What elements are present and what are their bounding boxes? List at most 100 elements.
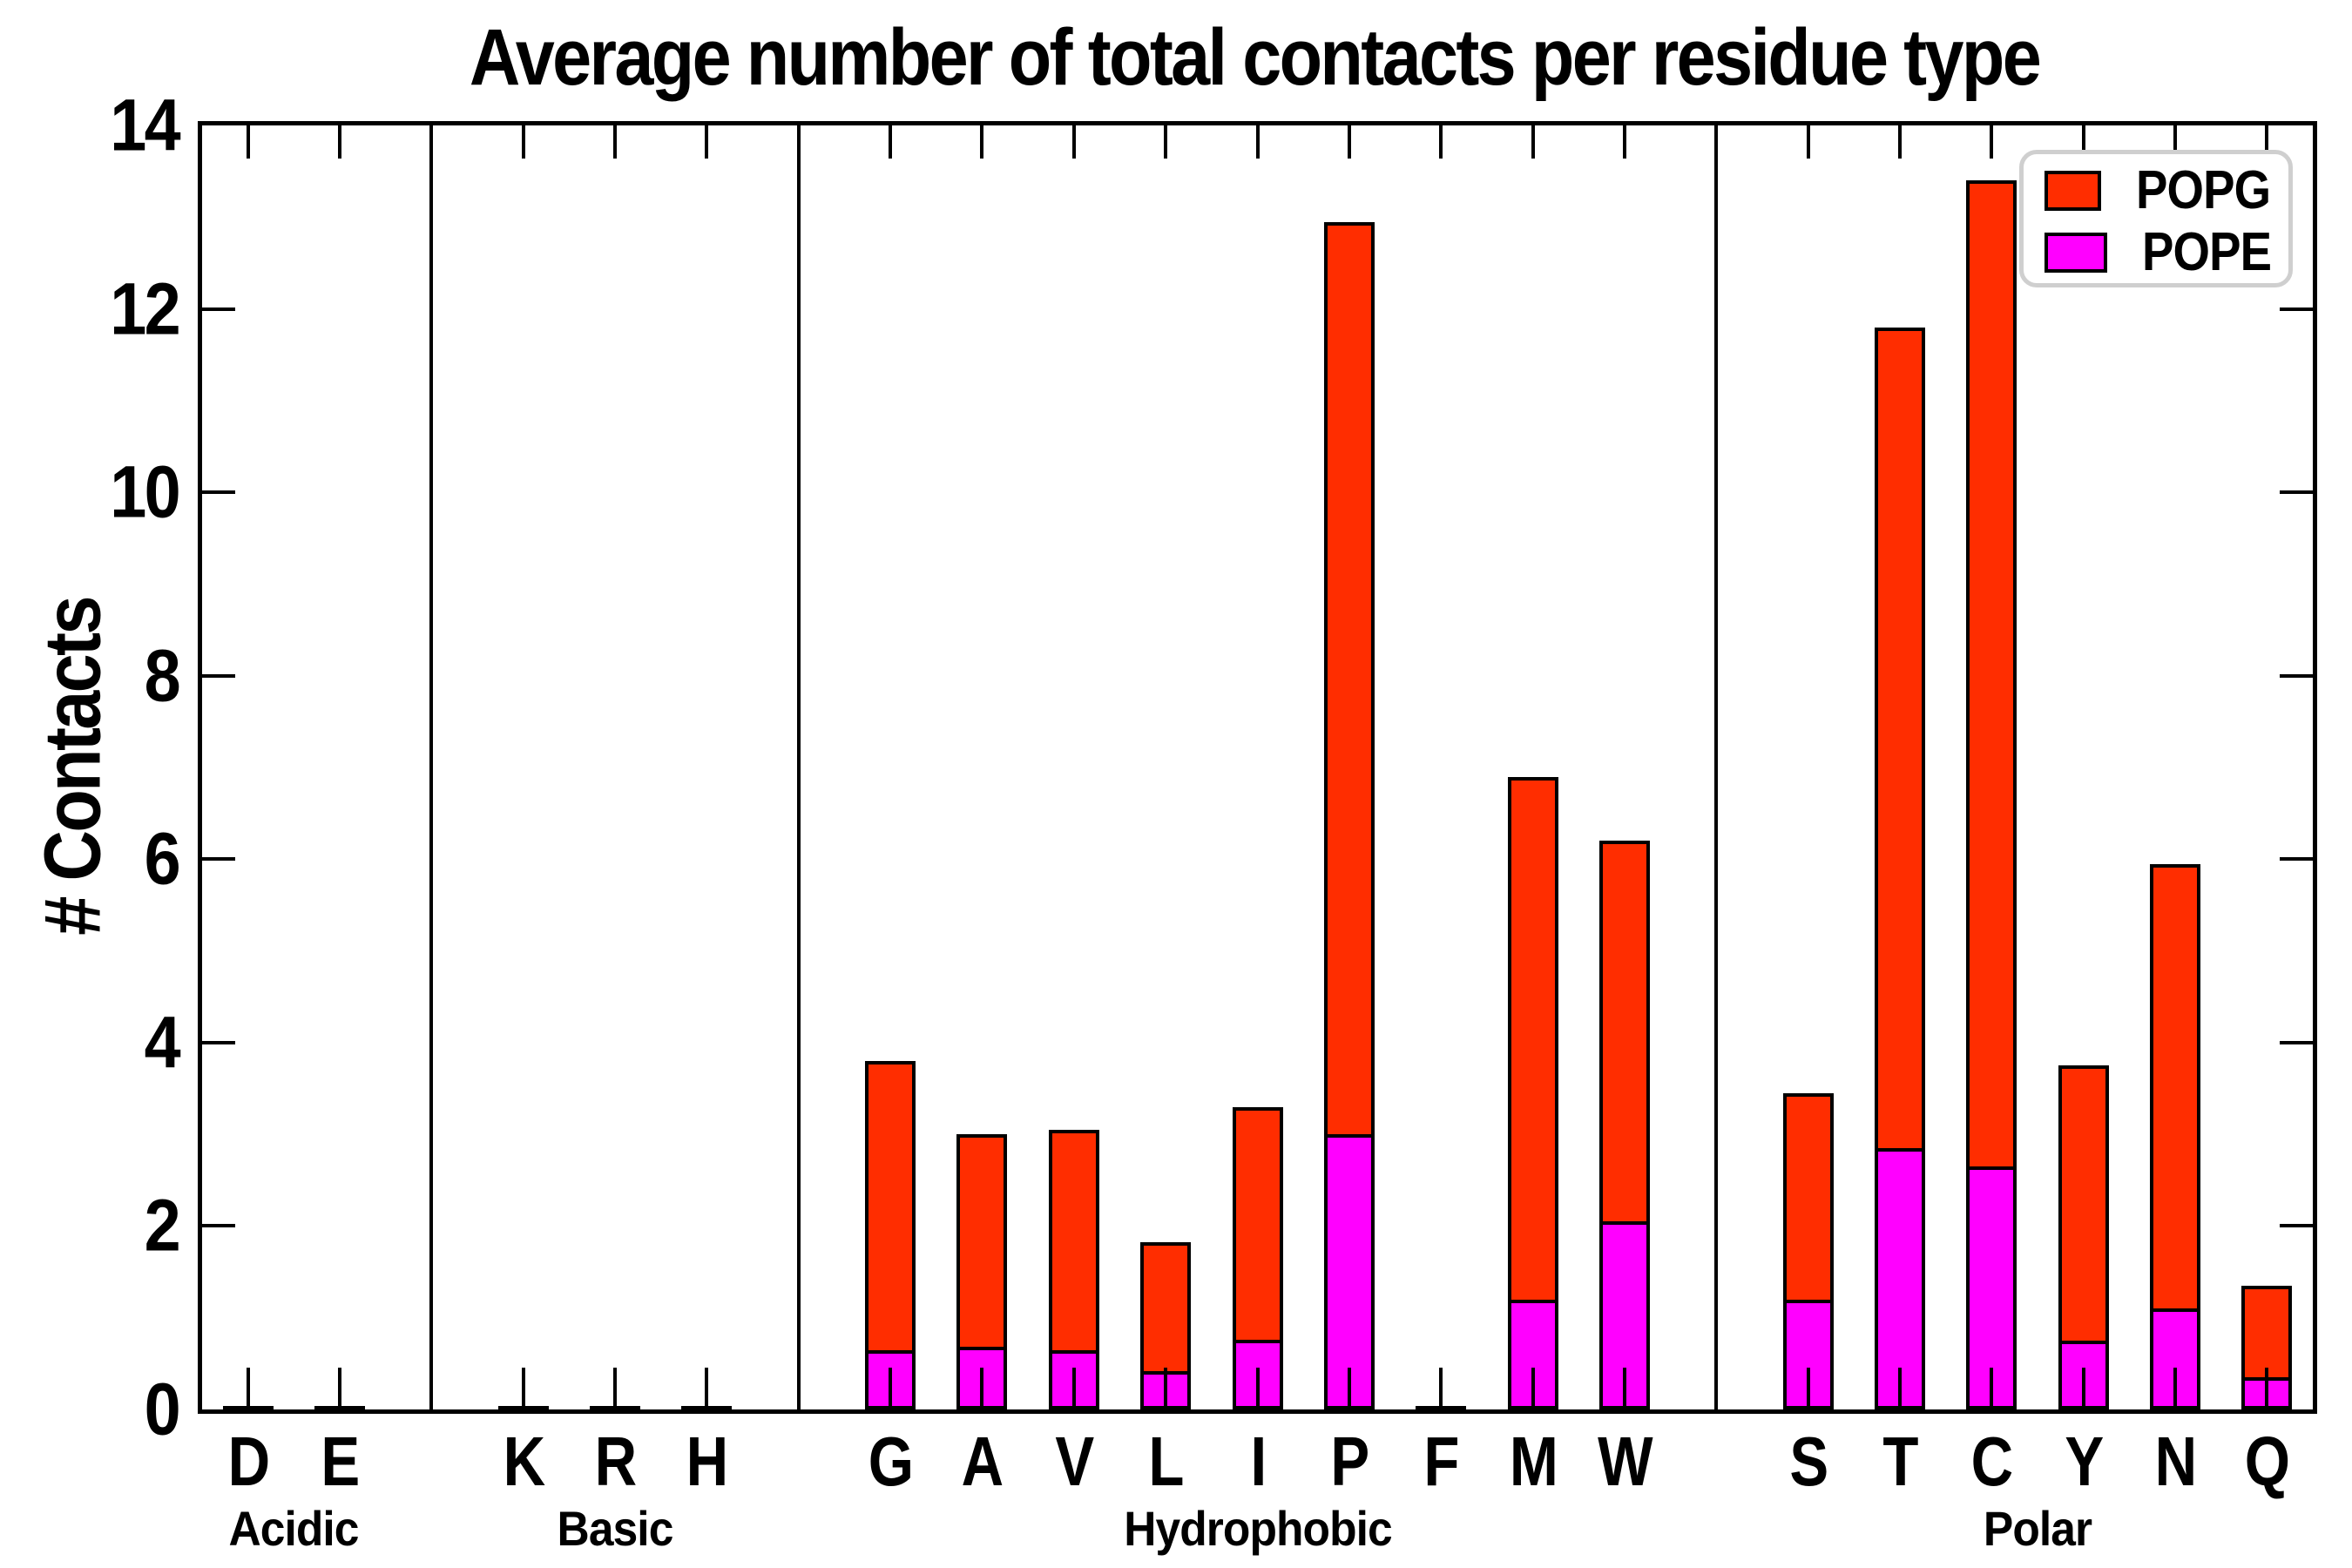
y-tick-right [2280,1224,2313,1228]
legend-swatch-pope [2044,232,2107,273]
x-tick-top [889,125,893,159]
x-tick-top [2173,125,2177,159]
x-tick [1806,1368,1810,1409]
x-tick [1071,1368,1076,1409]
y-tick-label: 12 [110,267,180,350]
x-tick [1439,1368,1443,1409]
residue-label-R: R [594,1423,638,1500]
x-tick [246,1368,250,1409]
x-tick [1347,1368,1351,1409]
y-tick-label: 8 [144,634,181,717]
residue-label-D: D [227,1423,270,1500]
bar-segment-pope-N [2149,1308,2200,1409]
y-tick-right [2280,857,2313,862]
y-tick-right [2280,1040,2313,1044]
x-tick-top [1622,125,1626,159]
y-tick [202,673,235,678]
group-label-hydrophobic: Hydrophobic [1123,1501,1393,1556]
residue-label-C: C [1970,1423,2014,1500]
x-tick [2265,1368,2269,1409]
x-tick-top [521,125,525,159]
group-label-basic: Basic [557,1501,674,1556]
x-tick-top [1071,125,1076,159]
residue-label-H: H [686,1423,729,1500]
legend-label-pope: POPE [2141,222,2272,282]
y-tick-right [2280,490,2313,495]
bar-segment-pope-C [1966,1166,2017,1409]
bar-segment-popg-P [1323,221,1375,1135]
bar-segment-popg-L [1140,1242,1192,1371]
group-separator [796,125,801,1409]
bar-segment-popg-I [1232,1106,1283,1340]
residue-label-Q: Q [2245,1423,2290,1500]
residue-label-P: P [1330,1423,1369,1500]
residue-label-M: M [1509,1423,1558,1500]
x-tick [1622,1368,1626,1409]
x-tick-top [1990,125,1994,159]
group-separator [429,125,434,1409]
residue-label-I: I [1250,1423,1267,1500]
y-tick-right [2280,673,2313,678]
y-tick-label: 6 [144,817,181,900]
residue-label-F: F [1423,1423,1460,1500]
y-tick [202,307,235,311]
bar-segment-popg-V [1048,1129,1099,1350]
x-tick [2173,1368,2177,1409]
x-tick-top [1439,125,1443,159]
residue-label-S: S [1789,1423,1828,1500]
plot-area [198,121,2317,1414]
y-tick [202,857,235,862]
x-tick-top [705,125,709,159]
x-tick-top [1255,125,1260,159]
bar-segment-popg-Q [2241,1285,2293,1378]
y-tick-right [2280,307,2313,311]
residue-label-E: E [321,1423,360,1500]
bar-segment-popg-W [1598,841,1650,1222]
bar-segment-popg-T [1874,327,1925,1148]
x-tick [613,1368,618,1409]
x-tick [889,1368,893,1409]
bar-segment-popg-M [1507,776,1558,1300]
legend: POPG POPE [2019,150,2293,287]
x-tick [2081,1368,2085,1409]
legend-entry-popg: POPG [2044,159,2288,221]
x-tick-top [1806,125,1810,159]
residue-label-L: L [1148,1423,1184,1500]
x-tick [1897,1368,1902,1409]
y-tick-label: 2 [144,1184,181,1267]
x-tick-top [1531,125,1535,159]
residue-label-V: V [1055,1423,1094,1500]
y-tick [202,1224,235,1228]
group-label-acidic: Acidic [228,1501,360,1556]
x-tick-top [613,125,618,159]
residue-label-W: W [1598,1423,1652,1500]
y-tick-label: 0 [144,1368,181,1450]
legend-label-popg: POPG [2135,160,2271,220]
bar-segment-pope-T [1874,1147,1925,1409]
group-label-polar: Polar [1983,1501,2092,1556]
bar-segment-popg-G [865,1060,916,1350]
x-tick-top [338,125,342,159]
x-tick [1255,1368,1260,1409]
y-tick-label: 10 [110,450,180,533]
chart-title: Average number of total contacts per res… [469,13,2042,102]
bar-segment-popg-Y [2058,1065,2109,1342]
x-tick [521,1368,525,1409]
x-tick [980,1368,984,1409]
x-tick [338,1368,342,1409]
y-tick-label: 14 [110,84,180,166]
bar-segment-popg-S [1782,1092,1834,1300]
x-tick [1164,1368,1168,1409]
x-tick-top [1347,125,1351,159]
bar-segment-popg-A [956,1134,1008,1348]
residue-label-K: K [503,1423,545,1500]
x-tick [1531,1368,1535,1409]
y-tick [202,1040,235,1044]
x-tick [1990,1368,1994,1409]
x-tick-top [2081,125,2085,159]
residue-label-A: A [962,1423,1004,1500]
legend-swatch-popg [2044,170,2101,211]
residue-label-G: G [868,1423,914,1500]
bar-segment-popg-C [1966,180,2017,1166]
group-separator [1714,125,1719,1409]
